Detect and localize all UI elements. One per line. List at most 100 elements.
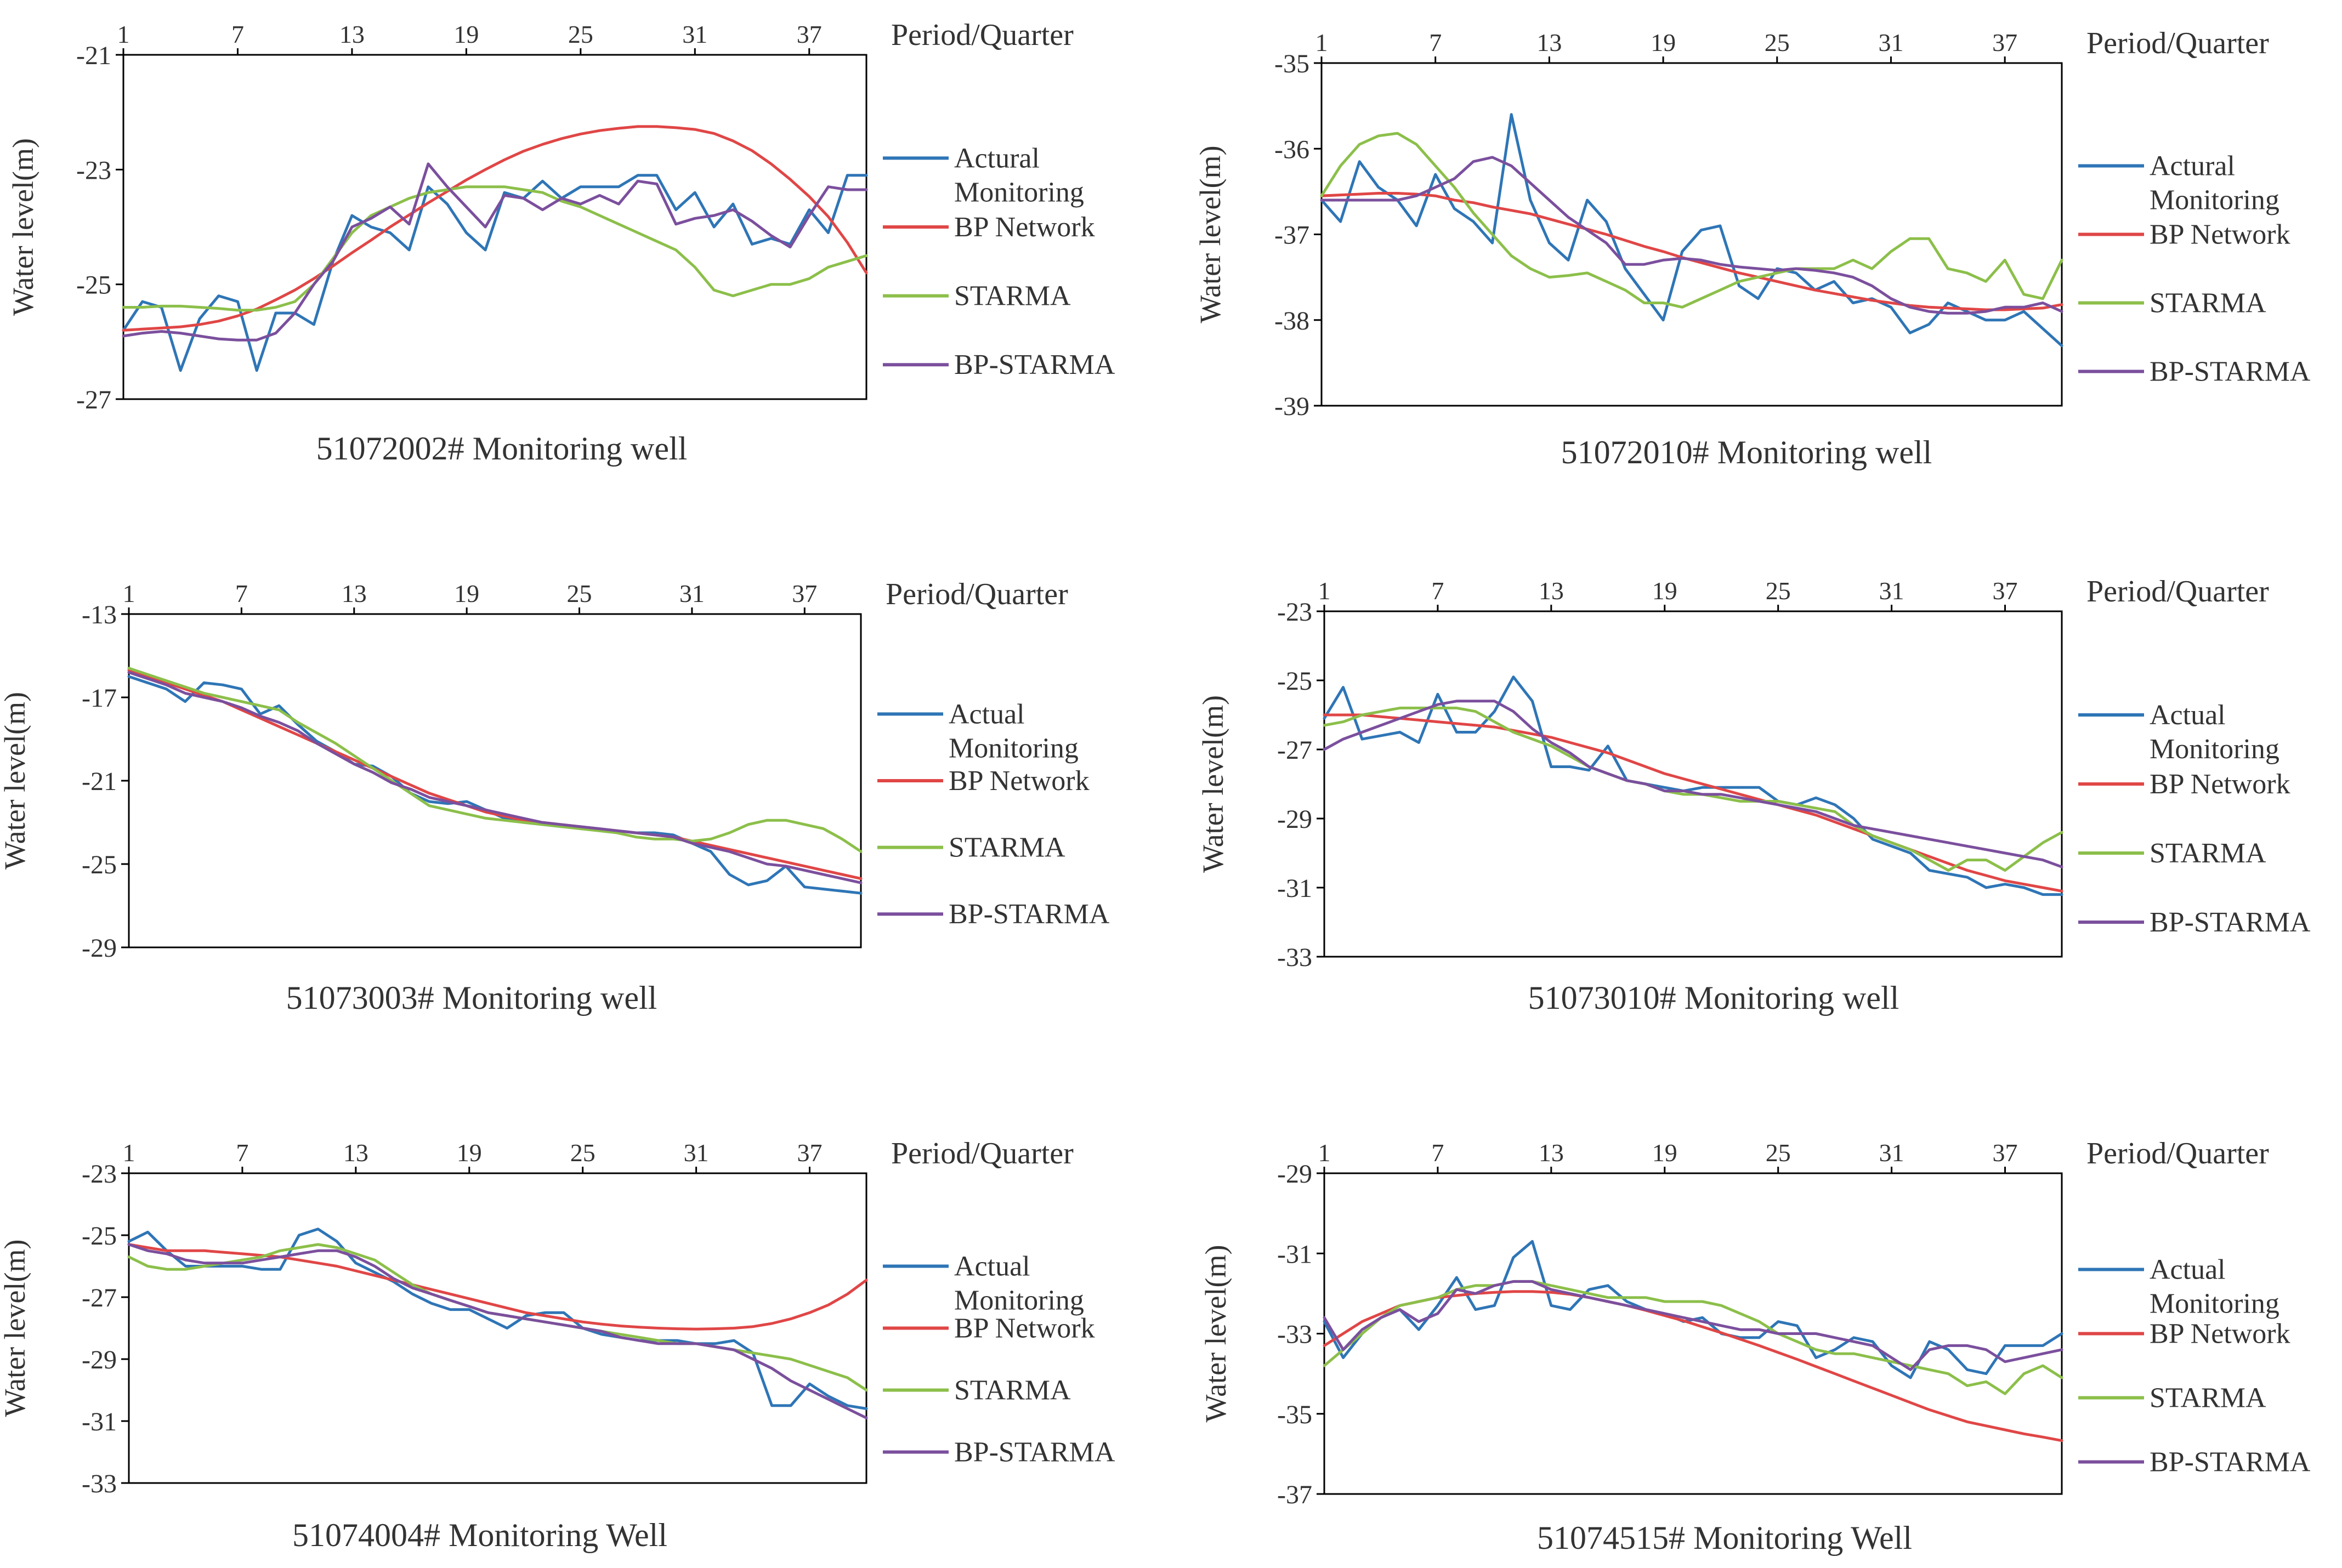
series-line-bp-network	[1323, 713, 2063, 893]
y-tick-label: -27	[76, 385, 111, 414]
x-tick-label: 31	[679, 580, 705, 607]
y-tick-label: -25	[76, 271, 111, 300]
y-axis-label: Water level(m)	[7, 138, 39, 316]
y-tick-label: -33	[1277, 1320, 1312, 1349]
y-tick-label: -29	[82, 934, 117, 963]
legend-label-bp-network: BP Network	[2150, 1319, 2290, 1350]
x-tick-label: 13	[339, 20, 365, 48]
y-axis-label: Water level(m)	[1196, 695, 1229, 873]
x-tick-label: 1	[123, 1139, 135, 1167]
chart-panel-6: -29 -31 -33 -35 -37 1 7 13 19 25 31 37 Period/Quarte…	[1199, 1137, 2311, 1556]
x-tick-label: 37	[1992, 29, 2017, 56]
legend-label-actual: Actual Monitoring	[949, 698, 1079, 764]
legend-label-bp-network: BP Network	[2150, 219, 2290, 251]
y-tick-label: -38	[1274, 306, 1309, 336]
series-line-starma	[127, 667, 863, 853]
y-axis-label: Water level(m)	[1194, 146, 1227, 323]
y-tick-label: -29	[1277, 1160, 1312, 1189]
series-line-bp-network	[122, 125, 868, 332]
series-line-bp-network	[1320, 192, 2063, 311]
x-tick-label: 19	[1651, 29, 1676, 56]
x-tick-label: 25	[1766, 577, 1791, 605]
legend-label-starma: STARMA	[2150, 1383, 2266, 1414]
y-tick-label: -21	[82, 767, 117, 796]
y-tick-label: -27	[1277, 736, 1312, 765]
x-tick-label: 37	[1993, 1139, 2018, 1167]
chart-panel-1: -21 -23 -25 -27 1 7 13 19 25 31 37 Period/Quarter Wa…	[7, 18, 1115, 467]
x-tick-label: 19	[1652, 1139, 1677, 1167]
y-tick-label: -31	[1277, 874, 1312, 903]
x-tick-label: 31	[1879, 1139, 1904, 1167]
legend-label-actual: Actural Monitoring	[2150, 151, 2279, 216]
legend-label-starma: STARMA	[954, 1375, 1071, 1406]
x-tick-label: 1	[1318, 1139, 1331, 1167]
legend-label-actual: Actual Monitoring	[2150, 700, 2279, 765]
series-line-bp-starma	[1320, 156, 2063, 315]
series-line-bp-starma	[122, 162, 868, 342]
x-tick-label: 25	[567, 580, 592, 607]
x-axis-label: Period/Quarter	[2086, 1137, 2269, 1171]
series-line-bp-starma	[127, 671, 863, 884]
x-axis-label: Period/Quarter	[2086, 575, 2269, 609]
x-axis-label: Period/Quarter	[886, 577, 1068, 611]
x-tick-label: 7	[236, 1139, 248, 1167]
plot-frame	[128, 1172, 867, 1484]
plot-frame	[1323, 1172, 2063, 1495]
series-line-actual	[1323, 675, 2063, 896]
chart-panel-4: -23 -25 -27 -29 -31 -33 1 7 13 19 25 31 37 Period/Qua…	[1196, 575, 2311, 1016]
x-tick-label: 37	[1993, 577, 2018, 605]
series-line-actual	[1323, 1240, 2063, 1379]
plot-frame	[128, 613, 862, 948]
x-tick-label: 19	[1652, 577, 1677, 605]
y-tick-label: -35	[1274, 49, 1309, 78]
y-tick-label: -36	[1274, 135, 1309, 164]
y-tick-label: -23	[82, 1160, 117, 1189]
x-tick-label: 31	[1879, 577, 1904, 605]
x-tick-label: 31	[684, 1139, 709, 1167]
series-line-starma	[1320, 132, 2063, 309]
y-tick-label: -17	[82, 684, 117, 713]
chart-title: 51072010# Monitoring well	[1561, 434, 1932, 470]
x-tick-label: 25	[570, 1139, 596, 1167]
series-line-actual	[122, 174, 868, 372]
legend-label-bp-starma: BP-STARMA	[949, 899, 1110, 930]
y-tick-label: -13	[82, 600, 117, 629]
legend-label-starma: STARMA	[954, 281, 1071, 312]
y-tick-label: -37	[1277, 1480, 1312, 1509]
legend-label-bp-network: BP Network	[954, 212, 1095, 243]
y-tick-label: -31	[1277, 1240, 1312, 1269]
plot-frame	[1323, 610, 2063, 958]
chart-panel-3: -13 -17 -21 -25 -29 1 7 13 19 25 31 37 Period/Quarte…	[0, 577, 1110, 1016]
x-tick-label: 13	[1536, 29, 1562, 56]
y-tick-label: -31	[82, 1407, 117, 1436]
x-tick-label: 37	[797, 20, 822, 48]
y-axis-label: Water level(m)	[1199, 1245, 1232, 1423]
x-axis-label: Period/Quarter	[891, 1137, 1074, 1171]
series-line-bp-network	[127, 669, 863, 880]
x-tick-label: 25	[1766, 1139, 1791, 1167]
x-tick-label: 7	[1429, 29, 1442, 56]
chart-title: 51073003# Monitoring well	[286, 980, 657, 1016]
series-line-bp-network	[127, 1243, 868, 1331]
y-tick-label: -39	[1274, 392, 1309, 421]
y-axis-label: Water level(m)	[0, 1240, 31, 1417]
x-tick-label: 7	[235, 580, 248, 607]
x-tick-label: 19	[453, 20, 479, 48]
chart-title: 51074515# Monitoring Well	[1537, 1520, 1912, 1556]
legend-label-bp-network: BP Network	[954, 1313, 1095, 1344]
y-tick-label: -35	[1277, 1400, 1312, 1429]
chart-panel-5: -23 -25 -27 -29 -31 -33 1 7 13 19 25 31 37 Period/Qua…	[0, 1137, 1115, 1553]
y-tick-label: -25	[82, 1222, 117, 1251]
chart-title: 51073010# Monitoring well	[1528, 980, 1899, 1016]
chart-title: 51072002# Monitoring well	[316, 430, 688, 467]
x-tick-label: 19	[454, 580, 479, 607]
chart-panel-2: -35 -36 -37 -38 -39 1 7 13 19 25 31 37 Period/Quarte…	[1194, 26, 2311, 470]
x-tick-label: 13	[342, 580, 367, 607]
legend-label-actual: Actural Monitoring	[954, 143, 1084, 208]
legend-label-starma: STARMA	[2150, 288, 2266, 319]
x-tick-label: 13	[343, 1139, 368, 1167]
legend-label-starma: STARMA	[949, 832, 1065, 863]
legend-label-bp-network: BP Network	[2150, 769, 2290, 800]
x-tick-label: 31	[682, 20, 707, 48]
